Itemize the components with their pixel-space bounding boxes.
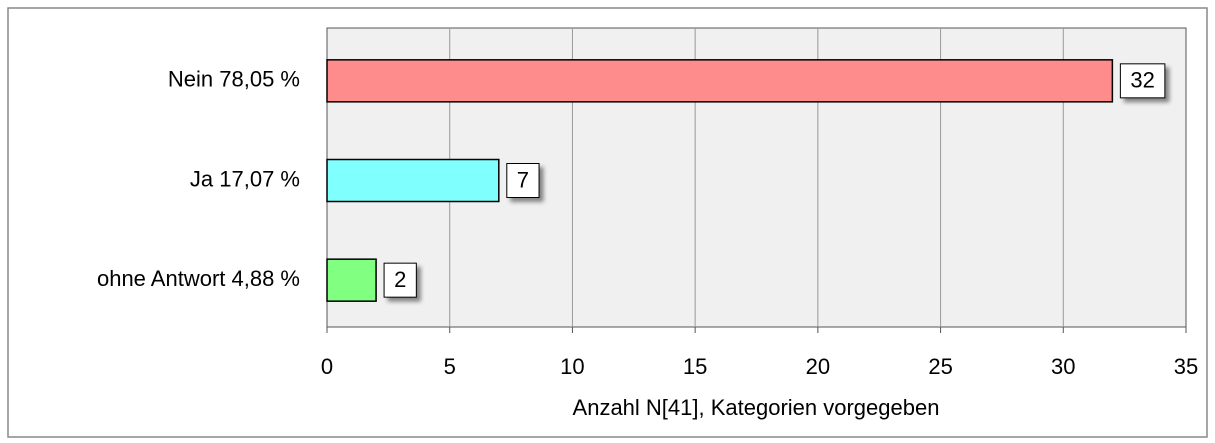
x-tick-label: 5	[444, 354, 456, 379]
bar	[326, 59, 1114, 103]
x-tick-label: 30	[1051, 354, 1075, 379]
data-label: 2	[394, 267, 406, 292]
x-axis-label: Anzahl N[41], Kategorien vorgegeben	[573, 395, 940, 420]
x-tick-label: 10	[560, 354, 584, 379]
data-label-box	[1119, 63, 1166, 99]
x-tick-label: 15	[683, 354, 707, 379]
x-tick-label: 35	[1174, 354, 1198, 379]
y-tick-label: ohne Antwort 4,88 %	[97, 266, 300, 291]
data-label-box	[383, 262, 417, 298]
bar	[326, 258, 377, 302]
x-tick-label: 20	[806, 354, 830, 379]
y-tick-label: Nein 78,05 %	[168, 67, 300, 92]
data-label: 7	[517, 167, 529, 192]
data-label-box	[506, 163, 540, 198]
data-label: 32	[1130, 68, 1154, 93]
x-tick-label: 25	[928, 354, 952, 379]
y-tick-label: Ja 17,07 %	[190, 166, 300, 191]
bar	[326, 158, 500, 203]
x-tick-label: 0	[321, 354, 333, 379]
